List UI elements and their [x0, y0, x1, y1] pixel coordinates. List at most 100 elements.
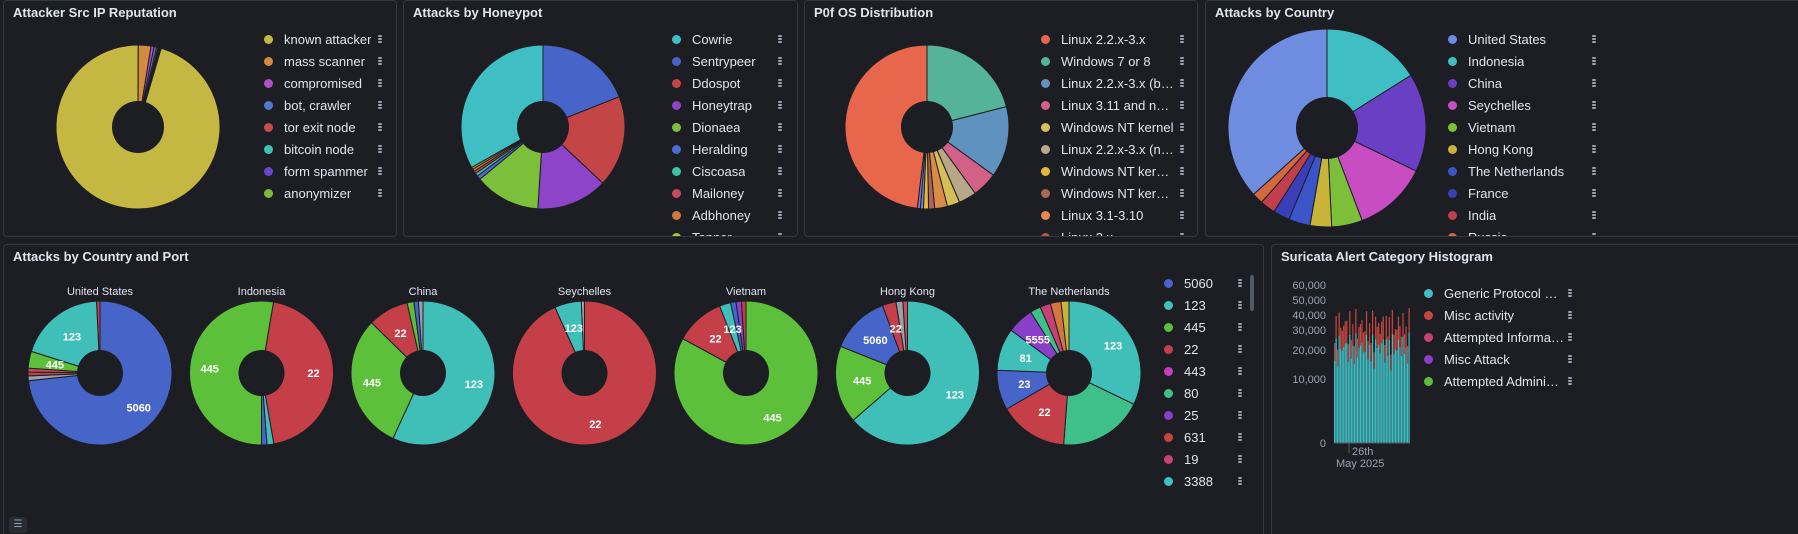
more-options-icon[interactable] [378, 166, 384, 176]
histogram-bar[interactable] [1367, 359, 1369, 443]
more-options-icon[interactable] [378, 144, 384, 154]
legend-item[interactable]: Indonesia [1448, 50, 1598, 72]
more-options-icon[interactable] [1592, 188, 1598, 198]
histogram-bar[interactable] [1390, 354, 1392, 371]
more-options-icon[interactable] [1180, 34, 1186, 44]
histogram-bar[interactable] [1362, 352, 1365, 443]
legend-item[interactable]: France [1448, 182, 1598, 204]
histogram-bar[interactable] [1408, 308, 1410, 333]
more-options-icon[interactable] [378, 56, 384, 66]
legend-item[interactable]: 3388 [1164, 470, 1244, 492]
more-options-icon[interactable] [1592, 78, 1598, 88]
histogram-bar[interactable] [1378, 344, 1380, 443]
histogram-bar[interactable] [1367, 341, 1369, 360]
histogram-bar[interactable] [1359, 324, 1362, 346]
legend-item[interactable]: mass scanner [264, 50, 384, 72]
legend-item[interactable]: Seychelles [1448, 94, 1598, 116]
histogram-bar[interactable] [1361, 319, 1363, 343]
histogram-bar[interactable] [1403, 353, 1406, 443]
legend-item[interactable]: Ddospot [672, 72, 784, 94]
histogram-bar[interactable] [1356, 357, 1359, 443]
pie-slice[interactable] [844, 44, 928, 209]
more-options-icon[interactable] [1180, 56, 1186, 66]
more-options-icon[interactable] [378, 34, 384, 44]
more-options-icon[interactable] [1568, 376, 1574, 386]
histogram-bar[interactable] [1349, 311, 1351, 335]
histogram-bar[interactable] [1372, 310, 1374, 335]
country-donut[interactable] [1226, 28, 1426, 228]
histogram-bar[interactable] [1344, 343, 1346, 443]
legend-item[interactable]: 443 [1164, 360, 1244, 382]
legend-item[interactable]: Linux 3.1-3.10 [1041, 204, 1186, 226]
histogram-bar[interactable] [1346, 342, 1348, 443]
legend-toggle-icon[interactable]: ☰ [9, 517, 27, 533]
more-options-icon[interactable] [778, 34, 784, 44]
histogram-bar[interactable] [1355, 308, 1357, 334]
more-options-icon[interactable] [1180, 188, 1186, 198]
legend-item[interactable]: Attempted Administrato… [1424, 370, 1574, 392]
histogram-bar[interactable] [1359, 345, 1362, 443]
country-port-donuts[interactable]: United States 5060 445 123 Indonesia 445 22 Chi… [4, 281, 1144, 511]
legend-item[interactable]: 80 [1164, 382, 1244, 404]
legend-item[interactable]: form spammer [264, 160, 384, 182]
histogram-bar[interactable] [1406, 363, 1409, 443]
more-options-icon[interactable] [1180, 166, 1186, 176]
legend-item[interactable]: China [1448, 72, 1598, 94]
histogram-bar[interactable] [1337, 349, 1339, 367]
more-options-icon[interactable] [1592, 56, 1598, 66]
legend-item[interactable]: Vietnam [1448, 116, 1598, 138]
more-options-icon[interactable] [1568, 288, 1574, 298]
more-options-icon[interactable] [1238, 366, 1244, 376]
histogram-bar[interactable] [1378, 322, 1380, 345]
legend-item[interactable]: Mailoney [672, 182, 784, 204]
more-options-icon[interactable] [1592, 122, 1598, 132]
histogram-bar[interactable] [1402, 336, 1404, 443]
histogram-bar[interactable] [1381, 343, 1383, 443]
histogram-bar[interactable] [1400, 336, 1403, 356]
histogram-bar[interactable] [1387, 355, 1389, 443]
histogram-bar[interactable] [1396, 350, 1398, 443]
legend-item[interactable]: Linux 3.11 and newer [1041, 94, 1186, 116]
legend-item[interactable]: Honeytrap [672, 94, 784, 116]
legend-item[interactable]: 22 [1164, 338, 1244, 360]
histogram-bar[interactable] [1347, 362, 1349, 443]
more-options-icon[interactable] [1238, 410, 1244, 420]
more-options-icon[interactable] [1180, 122, 1186, 132]
histogram-bar[interactable] [1373, 352, 1375, 369]
legend-item[interactable]: anonymizer [264, 182, 384, 204]
legend-item[interactable]: Linux 2.2.x-3.x (no ti… [1041, 138, 1186, 160]
legend-scrollbar[interactable] [1250, 275, 1254, 311]
legend-item[interactable]: Windows NT kernel [1041, 116, 1186, 138]
more-options-icon[interactable] [1238, 278, 1244, 288]
legend-item[interactable]: tor exit node [264, 116, 384, 138]
more-options-icon[interactable] [778, 122, 784, 132]
legend-item[interactable]: Windows 7 or 8 [1041, 50, 1186, 72]
histogram-bar[interactable] [1364, 351, 1366, 443]
histogram-bar[interactable] [1381, 321, 1383, 344]
legend-item[interactable]: Adbhoney [672, 204, 784, 226]
histogram-bar[interactable] [1356, 338, 1359, 358]
more-options-icon[interactable] [1180, 144, 1186, 154]
histogram-bar[interactable] [1403, 334, 1406, 354]
pie-slice[interactable] [189, 300, 275, 446]
histogram-bar[interactable] [1405, 326, 1407, 348]
histogram-bar[interactable] [1397, 339, 1400, 443]
histogram-bar[interactable] [1365, 334, 1368, 443]
histogram-bar[interactable] [1347, 344, 1349, 363]
more-options-icon[interactable] [378, 78, 384, 88]
histogram-bar[interactable] [1361, 342, 1363, 443]
more-options-icon[interactable] [378, 100, 384, 110]
legend-item[interactable]: Sentrypeer [672, 50, 784, 72]
histogram-bar[interactable] [1408, 332, 1410, 443]
histogram-bar[interactable] [1338, 312, 1340, 337]
histogram-bar[interactable] [1334, 343, 1336, 361]
histogram-bar[interactable] [1370, 361, 1372, 443]
legend-item[interactable]: Windows NT kernel … [1041, 182, 1186, 204]
more-options-icon[interactable] [1592, 232, 1598, 236]
pie-slice[interactable] [1005, 372, 1070, 446]
histogram-bar[interactable] [1379, 353, 1381, 443]
more-options-icon[interactable] [1568, 354, 1574, 364]
pie-slice[interactable] [1326, 28, 1412, 129]
histogram-bar[interactable] [1382, 339, 1384, 443]
legend-item[interactable]: Linux 3.x [1041, 226, 1186, 236]
